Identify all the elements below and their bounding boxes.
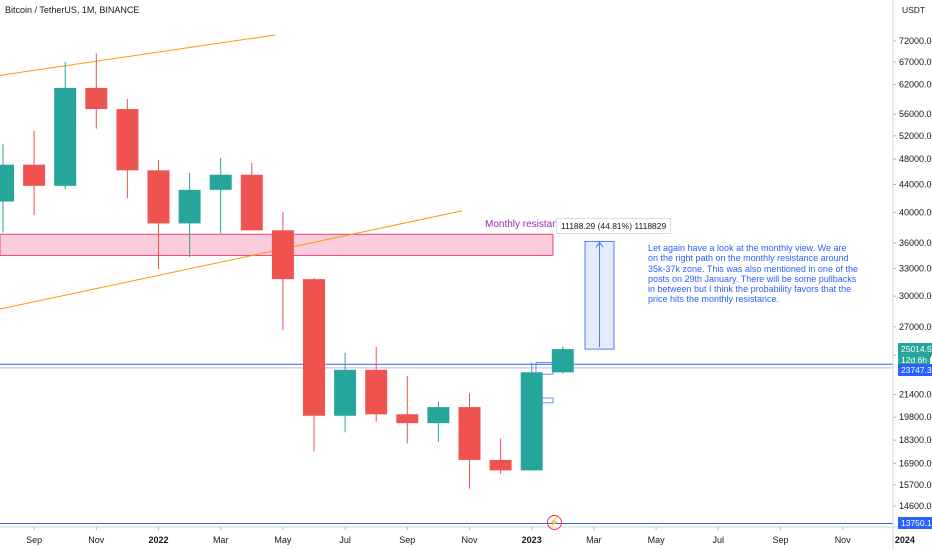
y-tick-label: 21400.00 bbox=[899, 390, 932, 400]
candle-body bbox=[54, 87, 77, 186]
symbol-title[interactable]: Bitcoin / TetherUS, 1M, BINANCE bbox=[5, 5, 140, 15]
x-tick-label: Nov bbox=[461, 535, 478, 545]
candle-body bbox=[178, 189, 201, 224]
candle-body bbox=[551, 349, 574, 373]
last-price-tag: 25014.54 bbox=[898, 343, 932, 355]
candle-body bbox=[427, 407, 450, 424]
y-tick-label: 14600.00 bbox=[899, 501, 932, 511]
y-tick-label: 40000.00 bbox=[899, 207, 932, 217]
x-tick-label: Mar bbox=[586, 535, 602, 545]
candle-body bbox=[85, 87, 108, 110]
x-tick-label: May bbox=[274, 535, 292, 545]
candle-body bbox=[520, 372, 543, 471]
candle-body bbox=[396, 414, 419, 424]
y-tick-label: 19800.00 bbox=[899, 412, 932, 422]
y-tick-label: 62000.00 bbox=[899, 80, 932, 90]
candle-body bbox=[0, 164, 14, 202]
candle-body bbox=[209, 174, 232, 190]
y-tick-label: 33000.00 bbox=[899, 263, 932, 273]
measure-arrowhead bbox=[595, 241, 604, 248]
candle-body bbox=[458, 407, 481, 460]
level-low-tag: 13750.12 bbox=[898, 517, 932, 529]
candle-body bbox=[23, 164, 46, 186]
lower-trendline bbox=[0, 210, 463, 310]
y-tick-label: 16900.00 bbox=[899, 458, 932, 468]
y-tick-label: 18300.00 bbox=[899, 435, 932, 445]
x-tick-label: 2023 bbox=[522, 535, 542, 545]
y-tick-label: 30000.00 bbox=[899, 291, 932, 301]
analysis-note[interactable]: Let again have a look at the monthly vie… bbox=[648, 243, 858, 305]
x-tick-label: Jul bbox=[713, 535, 725, 545]
y-tick-label: 36000.00 bbox=[899, 238, 932, 248]
y-tick-label: 15700.00 bbox=[899, 480, 932, 490]
y-tick-label: 72000.00 bbox=[899, 36, 932, 46]
candle-body bbox=[365, 369, 388, 415]
x-tick-label: Sep bbox=[772, 535, 788, 545]
x-tick-label: Nov bbox=[835, 535, 852, 545]
y-tick-label: 56000.00 bbox=[899, 109, 932, 119]
x-tick-label: Sep bbox=[399, 535, 415, 545]
x-tick-label: 2022 bbox=[148, 535, 168, 545]
currency-label: USDT bbox=[902, 5, 926, 15]
x-tick-label: May bbox=[648, 535, 666, 545]
y-tick-label: 52000.00 bbox=[899, 131, 932, 141]
measure-label: 11188.29 (44.81%) 1118829 bbox=[556, 218, 672, 234]
candle-body bbox=[303, 279, 325, 416]
x-tick-label: Jul bbox=[339, 535, 351, 545]
x-tick-label: Mar bbox=[213, 535, 229, 545]
candle-body bbox=[116, 109, 139, 171]
x-tick-label: 2024 bbox=[895, 535, 915, 545]
candle-body bbox=[147, 170, 170, 224]
candle-body bbox=[489, 459, 512, 471]
lightning-icon[interactable]: ⚡ bbox=[547, 515, 562, 530]
upper-trendline bbox=[0, 34, 276, 76]
candles bbox=[0, 53, 574, 489]
candle-body bbox=[271, 230, 294, 280]
x-tick-label: Nov bbox=[88, 535, 105, 545]
x-tick-label: Sep bbox=[26, 535, 42, 545]
y-tick-label: 44000.00 bbox=[899, 180, 932, 190]
candle-body bbox=[240, 174, 263, 231]
y-tick-label: 67000.00 bbox=[899, 57, 932, 67]
y-tick-label: 27000.00 bbox=[899, 322, 932, 332]
resistance-label: Monthly resistance bbox=[485, 219, 569, 230]
candle-body bbox=[334, 369, 357, 416]
y-tick-label: 48000.00 bbox=[899, 154, 932, 164]
countdown-tag: 12d 6h bbox=[898, 354, 930, 366]
level-mid-tag: 23747.38 bbox=[898, 364, 932, 376]
